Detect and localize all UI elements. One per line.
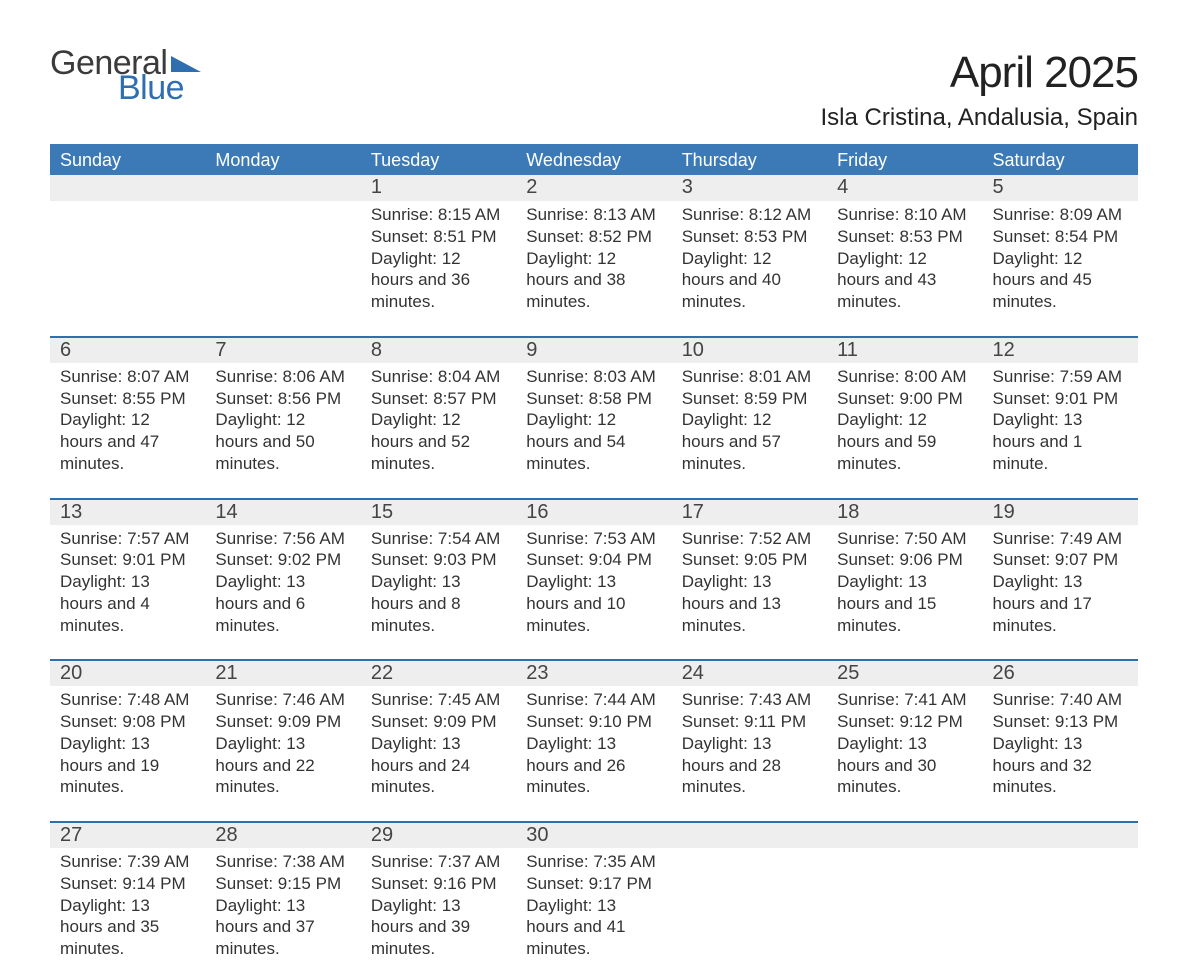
day-content-cell: Sunrise: 8:10 AMSunset: 8:53 PMDaylight:… [827,201,982,319]
day-number-cell: 21 [205,660,360,686]
day-number-cell: 2 [516,175,671,201]
day-number-cell [50,175,205,201]
weekday-header: Saturday [983,144,1138,175]
day-number-cell: 26 [983,660,1138,686]
week-separator [50,319,1138,337]
day-number-cell: 10 [672,337,827,363]
day-content-cell: Sunrise: 8:01 AMSunset: 8:59 PMDaylight:… [672,363,827,481]
day-content-cell: Sunrise: 7:52 AMSunset: 9:05 PMDaylight:… [672,525,827,643]
day-number-cell: 30 [516,822,671,848]
day-content-cell: Sunrise: 7:54 AMSunset: 9:03 PMDaylight:… [361,525,516,643]
logo-text-blue: Blue [118,73,201,104]
day-content-cell: Sunrise: 8:06 AMSunset: 8:56 PMDaylight:… [205,363,360,481]
document-header: General Blue April 2025 Isla Cristina, A… [50,48,1138,138]
day-number-cell: 17 [672,499,827,525]
day-number-row: 12345 [50,175,1138,201]
day-number-row: 27282930 [50,822,1138,848]
weekday-header: Thursday [672,144,827,175]
day-content-cell: Sunrise: 8:15 AMSunset: 8:51 PMDaylight:… [361,201,516,319]
weekday-header: Sunday [50,144,205,175]
day-content-cell: Sunrise: 7:40 AMSunset: 9:13 PMDaylight:… [983,686,1138,804]
week-separator [50,804,1138,822]
weekday-header: Tuesday [361,144,516,175]
day-content-cell: Sunrise: 8:13 AMSunset: 8:52 PMDaylight:… [516,201,671,319]
day-number-row: 13141516171819 [50,499,1138,525]
day-content-cell: Sunrise: 8:03 AMSunset: 8:58 PMDaylight:… [516,363,671,481]
day-number-cell: 9 [516,337,671,363]
day-content-row: Sunrise: 8:15 AMSunset: 8:51 PMDaylight:… [50,201,1138,319]
day-content-row: Sunrise: 7:48 AMSunset: 9:08 PMDaylight:… [50,686,1138,804]
day-number-cell: 5 [983,175,1138,201]
week-separator [50,481,1138,499]
day-content-cell: Sunrise: 8:09 AMSunset: 8:54 PMDaylight:… [983,201,1138,319]
day-content-cell: Sunrise: 7:49 AMSunset: 9:07 PMDaylight:… [983,525,1138,643]
calendar-table: Sunday Monday Tuesday Wednesday Thursday… [50,144,1138,966]
day-number-cell: 29 [361,822,516,848]
day-content-cell: Sunrise: 8:00 AMSunset: 9:00 PMDaylight:… [827,363,982,481]
day-content-cell: Sunrise: 7:48 AMSunset: 9:08 PMDaylight:… [50,686,205,804]
day-number-cell: 6 [50,337,205,363]
day-content-cell [827,848,982,966]
day-number-cell: 18 [827,499,982,525]
day-content-cell: Sunrise: 7:56 AMSunset: 9:02 PMDaylight:… [205,525,360,643]
day-content-cell: Sunrise: 7:59 AMSunset: 9:01 PMDaylight:… [983,363,1138,481]
week-separator [50,642,1138,660]
day-number-cell: 14 [205,499,360,525]
weekday-header: Friday [827,144,982,175]
day-number-cell: 4 [827,175,982,201]
day-number-cell: 3 [672,175,827,201]
weekday-header: Wednesday [516,144,671,175]
day-content-cell: Sunrise: 7:50 AMSunset: 9:06 PMDaylight:… [827,525,982,643]
day-content-cell [205,201,360,319]
logo: General Blue [50,48,201,103]
day-content-cell: Sunrise: 7:41 AMSunset: 9:12 PMDaylight:… [827,686,982,804]
day-content-cell [50,201,205,319]
day-content-row: Sunrise: 7:57 AMSunset: 9:01 PMDaylight:… [50,525,1138,643]
day-number-cell [827,822,982,848]
day-number-cell: 12 [983,337,1138,363]
day-content-cell: Sunrise: 7:39 AMSunset: 9:14 PMDaylight:… [50,848,205,966]
day-content-cell: Sunrise: 7:44 AMSunset: 9:10 PMDaylight:… [516,686,671,804]
day-content-cell: Sunrise: 7:37 AMSunset: 9:16 PMDaylight:… [361,848,516,966]
day-number-cell [205,175,360,201]
day-number-row: 6789101112 [50,337,1138,363]
day-number-row: 20212223242526 [50,660,1138,686]
day-number-cell: 20 [50,660,205,686]
day-content-cell: Sunrise: 7:35 AMSunset: 9:17 PMDaylight:… [516,848,671,966]
weekday-header-row: Sunday Monday Tuesday Wednesday Thursday… [50,144,1138,175]
day-content-cell: Sunrise: 8:12 AMSunset: 8:53 PMDaylight:… [672,201,827,319]
month-title: April 2025 [820,48,1138,98]
day-content-cell: Sunrise: 7:53 AMSunset: 9:04 PMDaylight:… [516,525,671,643]
day-content-cell: Sunrise: 7:43 AMSunset: 9:11 PMDaylight:… [672,686,827,804]
day-content-row: Sunrise: 8:07 AMSunset: 8:55 PMDaylight:… [50,363,1138,481]
day-number-cell [672,822,827,848]
day-number-cell: 8 [361,337,516,363]
day-content-cell: Sunrise: 7:57 AMSunset: 9:01 PMDaylight:… [50,525,205,643]
day-number-cell: 24 [672,660,827,686]
day-number-cell: 23 [516,660,671,686]
day-number-cell: 1 [361,175,516,201]
title-block: April 2025 Isla Cristina, Andalusia, Spa… [820,48,1138,138]
day-content-row: Sunrise: 7:39 AMSunset: 9:14 PMDaylight:… [50,848,1138,966]
day-number-cell: 11 [827,337,982,363]
day-number-cell: 25 [827,660,982,686]
day-number-cell: 15 [361,499,516,525]
day-number-cell [983,822,1138,848]
day-number-cell: 16 [516,499,671,525]
location-subtitle: Isla Cristina, Andalusia, Spain [820,104,1138,132]
day-number-cell: 7 [205,337,360,363]
day-content-cell: Sunrise: 8:04 AMSunset: 8:57 PMDaylight:… [361,363,516,481]
day-number-cell: 13 [50,499,205,525]
day-number-cell: 28 [205,822,360,848]
day-content-cell: Sunrise: 7:46 AMSunset: 9:09 PMDaylight:… [205,686,360,804]
day-number-cell: 22 [361,660,516,686]
day-number-cell: 19 [983,499,1138,525]
day-content-cell [983,848,1138,966]
day-content-cell [672,848,827,966]
day-content-cell: Sunrise: 7:38 AMSunset: 9:15 PMDaylight:… [205,848,360,966]
day-number-cell: 27 [50,822,205,848]
weekday-header: Monday [205,144,360,175]
day-content-cell: Sunrise: 7:45 AMSunset: 9:09 PMDaylight:… [361,686,516,804]
day-content-cell: Sunrise: 8:07 AMSunset: 8:55 PMDaylight:… [50,363,205,481]
